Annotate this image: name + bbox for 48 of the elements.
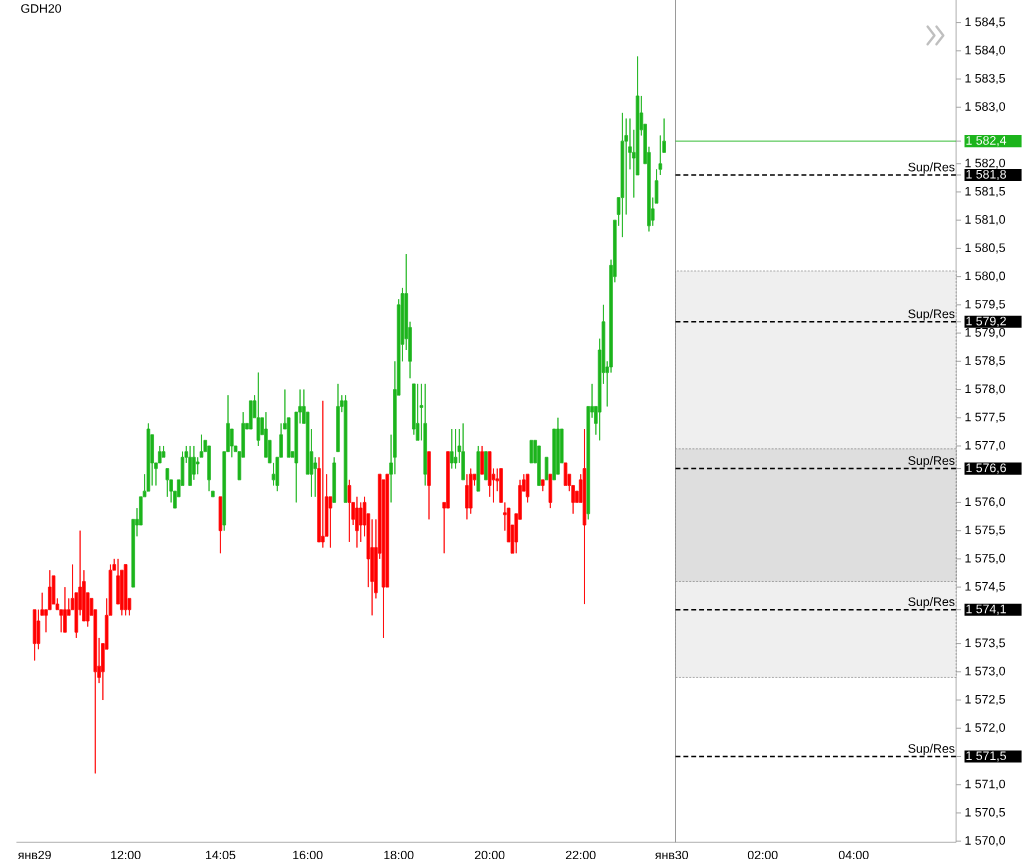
ref-line-label: Sup/Res <box>908 743 955 756</box>
y-tick-label: 1 575,5 <box>965 525 1006 536</box>
y-tick-label: 1 571,0 <box>965 779 1006 790</box>
y-tick-label: 1 572,5 <box>965 694 1006 706</box>
y-tick-label: 1 576,6 <box>966 463 1006 474</box>
y-tick-label: 1 578,0 <box>965 384 1006 395</box>
x-tick-label: 04:00 <box>838 850 869 859</box>
y-tick-label: 1 578,5 <box>965 356 1006 367</box>
y-tick-label: 1 579,5 <box>965 299 1006 310</box>
x-tick-label: 12:00 <box>111 850 141 859</box>
x-tick-label: 18:00 <box>384 850 414 859</box>
x-tick-label: янв30 <box>654 850 689 859</box>
y-tick-label: 1 583,5 <box>965 73 1006 85</box>
ref-line-label: Sup/Res <box>908 597 955 609</box>
ref-line-label: Sup/Res <box>908 455 955 468</box>
x-tick-label: янв29 <box>17 850 51 859</box>
x-tick-label: 20:00 <box>474 850 505 859</box>
x-tick-label: 14:05 <box>205 850 236 859</box>
y-tick-label: 1 581,5 <box>965 186 1006 198</box>
y-tick-label: 1 570,0 <box>965 836 1006 847</box>
y-tick-label: 1 583,0 <box>965 102 1006 113</box>
y-tick-label: 1 577,5 <box>965 412 1006 423</box>
y-tick-label: 1 575,0 <box>965 553 1006 564</box>
y-tick-label: 1 570,5 <box>965 807 1006 819</box>
x-tick-label: 22:00 <box>565 850 596 859</box>
y-tick-label: 1 584,5 <box>965 17 1006 28</box>
y-tick-label: 1 581,0 <box>965 215 1006 226</box>
y-tick-label: 1 582,4 <box>966 136 1007 147</box>
y-tick-label: 1 579,0 <box>965 328 1006 339</box>
y-tick-label: 1 574,1 <box>966 604 1006 615</box>
y-tick-label: 1 580,5 <box>965 243 1006 254</box>
chart-title: GDH20 <box>21 4 62 13</box>
y-tick-label: 1 574,5 <box>965 582 1006 593</box>
y-tick-label: 1 572,0 <box>965 723 1006 734</box>
y-tick-label: 1 579,2 <box>966 316 1006 327</box>
y-tick-label: 1 582,0 <box>965 158 1006 169</box>
y-tick-label: 1 573,5 <box>965 638 1006 649</box>
x-tick-label: 02:00 <box>747 850 778 859</box>
y-tick-label: 1 571,5 <box>966 751 1007 762</box>
y-tick-label: 1 581,8 <box>966 169 1006 181</box>
y-tick-label: 1 584,0 <box>965 45 1006 56</box>
x-tick-label: 16:00 <box>293 850 323 859</box>
ref-line-label: Sup/Res <box>908 309 955 321</box>
y-tick-label: 1 580,0 <box>965 271 1006 282</box>
y-tick-label: 1 576,0 <box>965 497 1006 508</box>
y-tick-label: 1 573,0 <box>965 666 1006 677</box>
ref-line-label: Sup/Res <box>908 162 955 174</box>
y-tick-label: 1 577,0 <box>965 440 1006 452</box>
